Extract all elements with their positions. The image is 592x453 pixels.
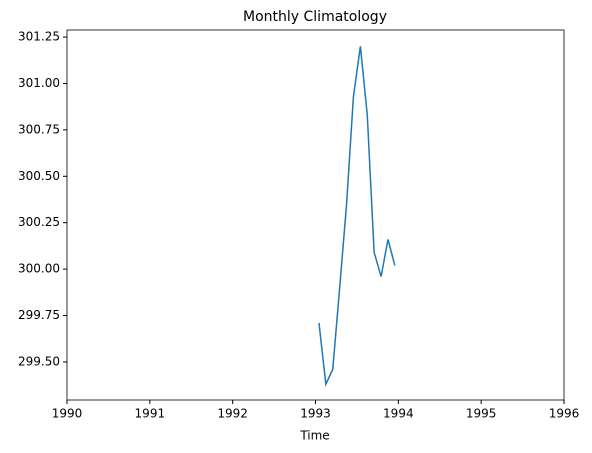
y-tick-label: 299.50: [18, 354, 60, 368]
plot-frame: [66, 29, 565, 401]
y-tick-label: 300.50: [18, 169, 60, 183]
chart-title: Monthly Climatology: [243, 9, 387, 25]
line-series: [318, 46, 396, 387]
y-tick-label: 300.00: [18, 262, 60, 276]
x-tick-label: 1990: [52, 407, 83, 421]
x-tick-label: 1994: [383, 407, 414, 421]
x-tick-label: 1993: [300, 407, 331, 421]
y-tick-label: 299.75: [18, 308, 60, 322]
x-tick-label: 1996: [549, 407, 580, 421]
x-tick-label: 1992: [217, 407, 248, 421]
x-tick-label: 1995: [466, 407, 497, 421]
y-tick-label: 301.00: [18, 76, 60, 90]
y-tick-label: 300.25: [18, 215, 60, 229]
x-tick-label: 1991: [135, 407, 166, 421]
y-tick-label: 301.25: [18, 30, 60, 44]
x-axis-label: Time: [299, 429, 329, 443]
y-tick-label: 300.75: [18, 122, 60, 136]
